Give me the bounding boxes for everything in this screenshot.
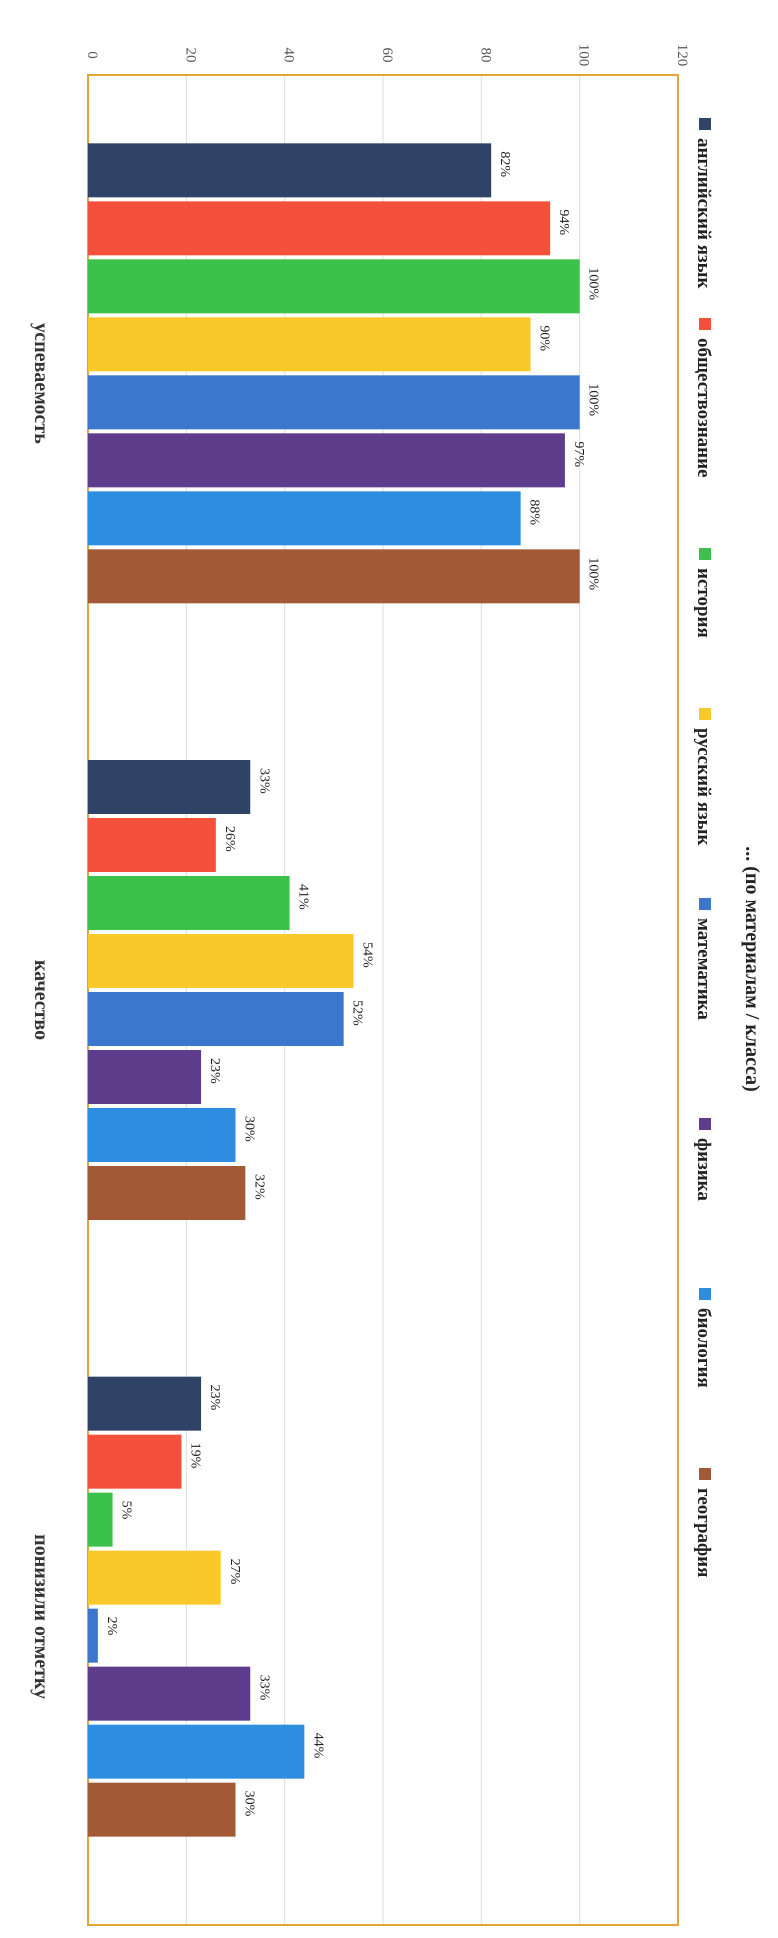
legend-label: русский язык bbox=[693, 728, 714, 845]
data-label: 32% bbox=[251, 1174, 266, 1200]
y-tick-label: 40 bbox=[281, 48, 297, 63]
y-tick-label: 100 bbox=[576, 44, 592, 67]
bar bbox=[88, 1608, 98, 1663]
data-label: 2% bbox=[104, 1617, 119, 1636]
category-labels: успеваемость качество понизили отметку bbox=[30, 323, 52, 1699]
data-label: 5% bbox=[119, 1501, 134, 1520]
bar bbox=[88, 1666, 251, 1721]
bar bbox=[88, 1376, 202, 1431]
bar bbox=[88, 1782, 236, 1837]
data-label: 27% bbox=[227, 1559, 242, 1585]
data-label: 90% bbox=[537, 325, 552, 351]
bar bbox=[88, 818, 216, 872]
bar bbox=[88, 876, 290, 930]
y-tick-label: 120 bbox=[674, 44, 690, 67]
y-tick-label: 0 bbox=[84, 51, 100, 59]
legend-swatch bbox=[699, 898, 711, 910]
data-label: 88% bbox=[527, 499, 542, 525]
bar bbox=[88, 491, 521, 546]
bar bbox=[88, 1724, 305, 1779]
legend-label: математика bbox=[693, 918, 714, 1020]
bar bbox=[88, 1492, 113, 1547]
data-label: 100% bbox=[586, 557, 601, 590]
legend-label: биология bbox=[693, 1308, 714, 1388]
bar bbox=[88, 259, 580, 314]
bar bbox=[88, 760, 251, 814]
data-label: 52% bbox=[350, 1000, 365, 1026]
data-label: 41% bbox=[296, 884, 311, 910]
y-tick-label: 80 bbox=[477, 48, 493, 63]
legend-swatch bbox=[699, 548, 711, 560]
data-labels: 82% 94% 100% 90% 100% 97% 88% 100% 33% 26% 41% 54% 5… bbox=[104, 151, 601, 1816]
bar bbox=[88, 1050, 202, 1104]
chart-title: ... (по материалам / класса) bbox=[741, 846, 763, 1091]
bar bbox=[88, 1108, 236, 1162]
y-axis-ticks: 0 20 40 60 80 100 120 bbox=[84, 44, 690, 67]
bar bbox=[88, 201, 551, 256]
bar bbox=[88, 1550, 221, 1605]
category-label: понизили отметку bbox=[30, 1534, 52, 1699]
data-label: 100% bbox=[586, 267, 601, 300]
legend-label: история bbox=[693, 568, 714, 638]
data-label: 19% bbox=[187, 1443, 202, 1469]
data-label: 44% bbox=[310, 1733, 325, 1759]
data-label: 30% bbox=[242, 1116, 257, 1142]
data-label: 100% bbox=[586, 383, 601, 416]
bar bbox=[88, 317, 531, 372]
data-label: 94% bbox=[556, 209, 571, 235]
legend-label: география bbox=[693, 1488, 714, 1577]
category-label: качество bbox=[30, 960, 52, 1040]
legend-swatch bbox=[699, 1468, 711, 1480]
data-label: 23% bbox=[207, 1058, 222, 1084]
data-label: 54% bbox=[360, 942, 375, 968]
bars bbox=[88, 143, 580, 1837]
bar bbox=[88, 433, 565, 488]
legend-swatch bbox=[699, 1288, 711, 1300]
bar bbox=[88, 992, 344, 1046]
y-tick-label: 60 bbox=[379, 48, 395, 63]
data-label: 26% bbox=[222, 826, 237, 852]
data-label: 23% bbox=[207, 1385, 222, 1411]
data-label: 33% bbox=[256, 1675, 271, 1701]
legend-swatch bbox=[699, 318, 711, 330]
bar bbox=[88, 375, 580, 430]
y-tick-label: 20 bbox=[182, 48, 198, 63]
data-label: 97% bbox=[571, 441, 586, 467]
bar bbox=[88, 934, 354, 988]
legend-swatch bbox=[699, 1118, 711, 1130]
bar bbox=[88, 1434, 182, 1489]
data-label: 30% bbox=[242, 1791, 257, 1817]
data-label: 33% bbox=[256, 768, 271, 794]
bar bbox=[88, 143, 492, 198]
category-label: успеваемость bbox=[30, 323, 52, 444]
legend-label: обществознание bbox=[693, 338, 714, 478]
bar bbox=[88, 549, 580, 604]
legend-label: физика bbox=[693, 1138, 714, 1201]
legend-swatch bbox=[699, 118, 711, 130]
bar bbox=[88, 1166, 246, 1220]
legend-label: английский язык bbox=[693, 138, 714, 288]
legend: английский язык обществознание история русс… bbox=[693, 118, 714, 1577]
legend-swatch bbox=[699, 708, 711, 720]
data-label: 82% bbox=[497, 151, 512, 177]
